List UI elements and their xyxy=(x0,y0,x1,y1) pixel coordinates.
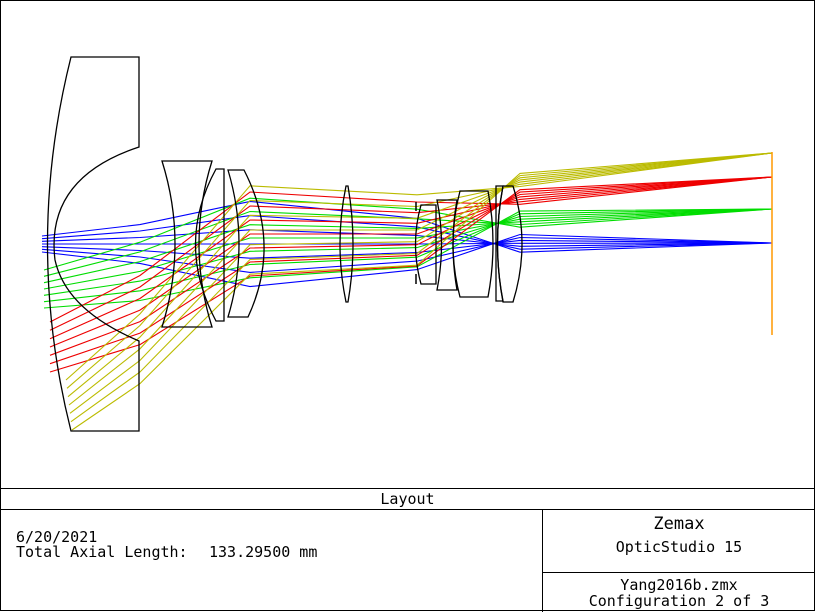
ray-field-3-4 xyxy=(49,176,773,348)
ray-field-1-axial-3 xyxy=(41,229,773,247)
ray-field-2-2 xyxy=(43,208,773,277)
ray-field-3-3 xyxy=(49,176,773,340)
lens-element-3 xyxy=(194,168,225,322)
lens-element-4 xyxy=(227,169,265,318)
ray-field-3-2 xyxy=(49,176,773,331)
file-name: Yang2016b.zmx xyxy=(620,576,738,594)
ray-field-2-4 xyxy=(43,208,773,290)
layout-title: Layout xyxy=(380,490,435,508)
ray-field-4-edge-4 xyxy=(68,152,773,406)
ray-field-2-7 xyxy=(43,208,773,309)
lens-element-6 xyxy=(414,204,437,285)
date-label: 6/20/2021 xyxy=(16,528,98,546)
ray-field-1-axial-5 xyxy=(41,239,773,259)
lens-element-1 xyxy=(46,56,140,432)
ray-bundles xyxy=(41,152,773,431)
product-name: OpticStudio 15 xyxy=(615,538,743,556)
ray-field-4-edge-1 xyxy=(65,152,773,381)
ray-field-3-1 xyxy=(49,176,773,323)
ray-field-2-6 xyxy=(43,208,773,303)
lens-element-2 xyxy=(161,160,213,328)
company-name: Zemax xyxy=(653,514,705,534)
lens-elements xyxy=(46,56,523,432)
ray-field-4-edge-6 xyxy=(70,152,773,423)
ray-field-1-axial-4 xyxy=(42,242,773,245)
ray-field-4-edge-7 xyxy=(71,152,773,431)
ray-field-4-edge-5 xyxy=(69,152,773,414)
lens-element-5 xyxy=(339,185,354,303)
lens-element-10 xyxy=(496,185,523,303)
axial-length-value: 133.29500 mm xyxy=(209,543,318,561)
ray-field-2-3 xyxy=(43,208,773,284)
lens-element-8 xyxy=(452,190,494,298)
configuration-label: Configuration 2 of 3 xyxy=(588,592,770,610)
ray-field-4-edge-3 xyxy=(67,152,773,398)
ray-field-1-axial-7 xyxy=(41,233,773,288)
axial-length-label: Total Axial Length: xyxy=(16,543,188,561)
